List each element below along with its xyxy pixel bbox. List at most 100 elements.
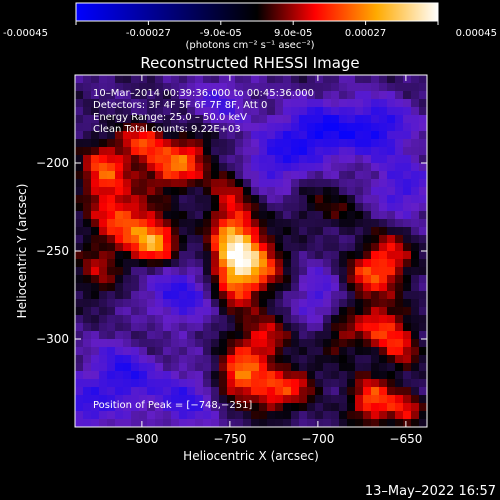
heatmap-cell — [83, 75, 92, 84]
heatmap-cell — [99, 195, 108, 204]
heatmap-cell — [379, 363, 388, 372]
heatmap-cell — [139, 147, 148, 156]
heatmap-cell — [251, 363, 260, 372]
heatmap-cell — [107, 211, 116, 220]
heatmap-cell — [283, 155, 292, 164]
heatmap-cell — [139, 251, 148, 260]
heatmap-cell — [371, 387, 380, 396]
heatmap-cell — [139, 355, 148, 364]
heatmap-cell — [251, 387, 260, 396]
heatmap-cell — [115, 227, 124, 236]
heatmap-cell — [227, 211, 236, 220]
heatmap-cell — [347, 379, 356, 388]
heatmap-cell — [211, 107, 220, 116]
heatmap-cell — [307, 235, 316, 244]
heatmap-cell — [147, 211, 156, 220]
heatmap-cell — [235, 259, 244, 268]
heatmap-cell — [411, 275, 420, 284]
heatmap-cell — [283, 275, 292, 284]
heatmap-cell — [227, 299, 236, 308]
heatmap-cell — [211, 331, 220, 340]
heatmap-cell — [251, 379, 260, 388]
heatmap-cell — [411, 243, 420, 252]
heatmap-cell — [299, 291, 308, 300]
heatmap-cell — [147, 99, 156, 108]
heatmap-cell — [187, 75, 196, 84]
heatmap-cell — [283, 83, 292, 92]
heatmap-cell — [339, 315, 348, 324]
heatmap-cell — [291, 123, 300, 132]
heatmap-cell — [123, 107, 132, 116]
heatmap-cell — [91, 227, 100, 236]
heatmap-cell — [291, 379, 300, 388]
heatmap-cell — [147, 251, 156, 260]
heatmap-cell — [139, 155, 148, 164]
heatmap-cell — [195, 403, 204, 412]
heatmap-cell — [299, 155, 308, 164]
heatmap-cell — [363, 275, 372, 284]
heatmap-cell — [131, 283, 140, 292]
heatmap-cell — [227, 259, 236, 268]
heatmap-cell — [251, 411, 260, 420]
heatmap-cell — [179, 387, 188, 396]
heatmap-cell — [355, 139, 364, 148]
heatmap-cell — [419, 267, 427, 276]
heatmap-cell — [331, 363, 340, 372]
heatmap-cell — [99, 411, 108, 420]
heatmap-cell — [179, 187, 188, 196]
heatmap-cell — [355, 331, 364, 340]
heatmap-cell — [243, 267, 252, 276]
heatmap-cell — [131, 307, 140, 316]
heatmap-cell — [227, 331, 236, 340]
heatmap-cell — [387, 251, 396, 260]
heatmap-cell — [171, 155, 180, 164]
heatmap-cell — [331, 267, 340, 276]
heatmap-cell — [315, 267, 324, 276]
heatmap-cell — [331, 115, 340, 124]
heatmap-cell — [275, 267, 284, 276]
heatmap-cell — [139, 267, 148, 276]
heatmap-cell — [259, 195, 268, 204]
heatmap-cell — [267, 331, 276, 340]
heatmap-cell — [75, 387, 84, 396]
heatmap-cell — [275, 379, 284, 388]
heatmap-cell — [187, 227, 196, 236]
heatmap-cell — [99, 355, 108, 364]
heatmap-cell — [315, 139, 324, 148]
heatmap-cell — [259, 99, 268, 108]
heatmap-cell — [187, 275, 196, 284]
heatmap-cell — [275, 139, 284, 148]
heatmap-cell — [275, 115, 284, 124]
heatmap-cell — [395, 115, 404, 124]
heatmap — [75, 75, 427, 427]
heatmap-cell — [379, 251, 388, 260]
heatmap-cell — [379, 179, 388, 188]
heatmap-cell — [163, 91, 172, 100]
heatmap-cell — [275, 227, 284, 236]
heatmap-cell — [187, 131, 196, 140]
heatmap-cell — [83, 139, 92, 148]
heatmap-cell — [91, 219, 100, 228]
heatmap-cell — [355, 187, 364, 196]
heatmap-cell — [123, 307, 132, 316]
heatmap-cell — [115, 267, 124, 276]
heatmap-cell — [75, 275, 84, 284]
heatmap-cell — [171, 275, 180, 284]
heatmap-cell — [363, 339, 372, 348]
heatmap-cell — [355, 323, 364, 332]
heatmap-cell — [411, 267, 420, 276]
heatmap-cell — [99, 371, 108, 380]
heatmap-cell — [387, 371, 396, 380]
heatmap-cell — [251, 235, 260, 244]
heatmap-cell — [307, 259, 316, 268]
heatmap-cell — [187, 363, 196, 372]
heatmap-cell — [171, 379, 180, 388]
heatmap-cell — [91, 299, 100, 308]
heatmap-cell — [195, 395, 204, 404]
heatmap-cell — [227, 227, 236, 236]
heatmap-cell — [147, 395, 156, 404]
heatmap-cell — [195, 387, 204, 396]
heatmap-cell — [243, 259, 252, 268]
heatmap-cell — [323, 219, 332, 228]
heatmap-cell — [371, 163, 380, 172]
